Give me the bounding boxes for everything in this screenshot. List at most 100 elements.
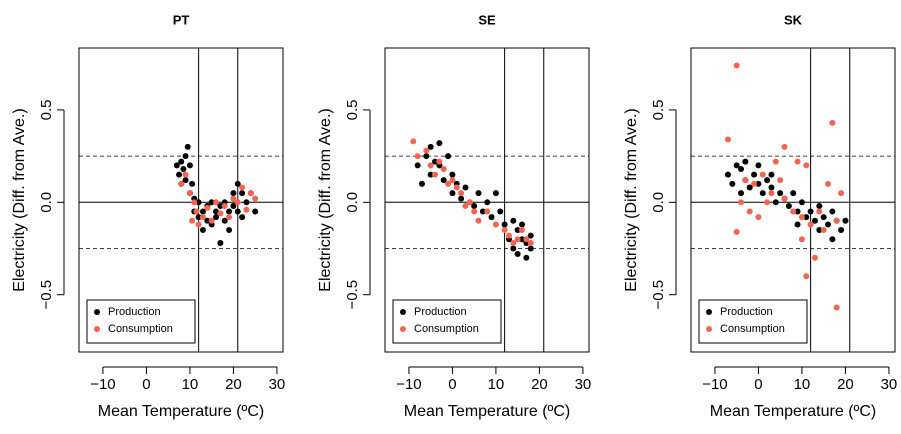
data-point	[410, 138, 417, 145]
y-axis-label: Electricity (Diff. from Ave.)	[623, 108, 640, 291]
data-point	[733, 228, 740, 235]
data-point	[182, 153, 189, 160]
data-point	[221, 203, 228, 210]
data-point	[742, 177, 749, 184]
data-point	[226, 227, 233, 234]
legend-label: Consumption	[720, 323, 785, 335]
data-point	[432, 158, 439, 165]
data-point	[173, 162, 180, 169]
legend-marker	[94, 326, 100, 332]
data-point	[208, 199, 215, 206]
data-point	[199, 208, 206, 215]
legend-box	[698, 299, 808, 344]
data-point	[195, 214, 202, 221]
data-point	[746, 208, 753, 215]
data-point	[785, 203, 792, 210]
data-point	[484, 208, 491, 215]
x-tick-label: −10	[90, 376, 115, 393]
data-point	[440, 166, 447, 173]
data-point	[514, 251, 521, 258]
data-point	[189, 217, 196, 224]
data-point	[492, 190, 499, 197]
y-tick-label: −0.5	[38, 280, 55, 310]
data-point	[226, 214, 233, 221]
data-point	[234, 180, 241, 187]
data-point	[204, 204, 211, 211]
data-point	[234, 199, 241, 206]
plot-frame	[78, 47, 284, 353]
data-point	[501, 221, 508, 228]
data-point	[816, 227, 823, 234]
data-point	[768, 184, 775, 191]
data-point	[759, 190, 766, 197]
data-point	[811, 217, 818, 224]
data-point	[195, 199, 202, 206]
data-point	[182, 171, 189, 178]
data-point	[180, 166, 187, 173]
data-point	[790, 208, 797, 215]
x-tick-label: 30	[881, 376, 898, 393]
data-point	[234, 208, 241, 215]
data-point	[768, 171, 775, 178]
data-point	[794, 221, 801, 228]
data-point	[523, 236, 530, 243]
data-point	[432, 171, 439, 178]
data-point	[189, 180, 196, 187]
data-point	[833, 217, 840, 224]
data-point	[519, 236, 526, 243]
data-point	[816, 203, 823, 210]
data-point	[781, 195, 788, 202]
x-tick-label: −10	[702, 376, 727, 393]
data-point	[724, 136, 731, 143]
data-point	[497, 208, 504, 215]
data-point	[492, 221, 499, 228]
data-point	[427, 143, 434, 150]
data-point	[838, 190, 845, 197]
x-axis-label: Mean Temperature (ºC)	[710, 403, 877, 420]
data-point	[414, 153, 421, 160]
data-point	[746, 184, 753, 191]
x-tick-label: 10	[182, 376, 199, 393]
data-point	[764, 199, 771, 206]
x-tick-label: 20	[837, 376, 854, 393]
data-point	[829, 119, 836, 126]
data-point	[208, 217, 215, 224]
data-point	[423, 147, 430, 154]
data-point	[176, 171, 183, 178]
data-point	[247, 190, 254, 197]
x-tick-label: 0	[754, 376, 762, 393]
data-point	[803, 214, 810, 221]
data-point	[213, 214, 220, 221]
data-point	[527, 239, 534, 246]
data-point	[445, 153, 452, 160]
data-point	[501, 227, 508, 234]
data-point	[466, 199, 473, 206]
data-point	[523, 254, 530, 261]
legend-label: Production	[414, 306, 467, 318]
plot-frame	[690, 47, 896, 353]
panel-title: SK	[784, 12, 803, 27]
y-tick-label: 0.5	[650, 99, 667, 120]
data-point	[842, 217, 849, 224]
data-point	[816, 208, 823, 215]
data-point	[777, 177, 784, 184]
data-point	[191, 199, 198, 206]
data-point	[514, 236, 521, 243]
data-point	[226, 208, 233, 215]
x-tick-label: 10	[794, 376, 811, 393]
legend-label: Consumption	[108, 323, 173, 335]
data-point	[738, 199, 745, 206]
data-point	[440, 177, 447, 184]
data-point	[772, 199, 779, 206]
data-point	[724, 171, 731, 178]
legend-marker	[706, 326, 712, 332]
x-axis-label: Mean Temperature (ºC)	[98, 403, 265, 420]
data-point	[199, 227, 206, 234]
data-point	[803, 273, 810, 280]
x-tick-label: 20	[531, 376, 548, 393]
legend-marker	[706, 309, 712, 315]
data-point	[751, 171, 758, 178]
data-point	[742, 158, 749, 165]
data-point	[427, 171, 434, 178]
